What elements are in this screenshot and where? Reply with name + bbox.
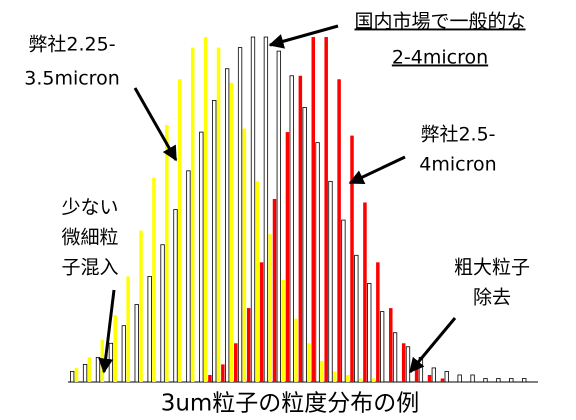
bar (229, 82, 234, 383)
bar (298, 75, 303, 382)
bar (333, 371, 337, 382)
bar (165, 125, 169, 382)
bar (367, 283, 372, 383)
annotation: 弊社2.25- (28, 34, 115, 56)
bar (224, 68, 230, 383)
bar (190, 47, 195, 382)
bar (281, 279, 285, 382)
bar (152, 177, 156, 382)
bar (173, 209, 178, 383)
bar (242, 128, 247, 382)
bar (320, 360, 324, 382)
bar (178, 79, 182, 382)
bar (414, 364, 419, 382)
annotation: 3.5micron (24, 68, 120, 90)
bar (250, 36, 256, 383)
bar (74, 367, 79, 382)
bar (358, 378, 363, 382)
bar (121, 325, 126, 383)
annotation: 2-4micron (392, 47, 488, 69)
bar (246, 308, 251, 382)
bar (268, 234, 272, 382)
annotation-arrow (348, 155, 406, 185)
bar (87, 357, 92, 382)
bar (100, 339, 105, 382)
bar (337, 79, 341, 382)
annotation: 粗大粒子 (454, 257, 530, 279)
bar (276, 50, 281, 383)
bar (302, 107, 307, 383)
annotation: 除去 (473, 287, 511, 309)
bar (199, 131, 204, 383)
bar (208, 374, 212, 382)
bar (371, 378, 376, 382)
bar (113, 315, 117, 382)
bar (324, 37, 328, 382)
bar (294, 318, 298, 382)
bar (470, 374, 475, 383)
bar (427, 374, 432, 382)
annotation-arrow (408, 317, 457, 374)
bar (405, 346, 411, 383)
annotation-arrow (268, 24, 339, 49)
bar (237, 47, 243, 383)
annotation: 弊社2.5- (420, 124, 495, 146)
bar (203, 37, 208, 382)
bar (444, 371, 449, 383)
bar (108, 342, 114, 383)
annotation-arrow (133, 87, 178, 162)
bar (431, 367, 436, 383)
bar (522, 378, 527, 383)
bar (139, 230, 143, 382)
chart-title: 3um粒子の粒度分布の例 (161, 391, 420, 417)
bar (216, 47, 221, 382)
bar (95, 356, 101, 383)
bar (126, 276, 130, 382)
bar (82, 363, 88, 383)
bar (221, 364, 225, 382)
bar (272, 198, 277, 382)
bar (147, 275, 152, 383)
bar (234, 343, 238, 382)
bar (341, 219, 346, 383)
bar (311, 37, 316, 382)
bar (363, 202, 367, 382)
bar (496, 378, 501, 383)
bar (307, 343, 311, 382)
bar (483, 378, 488, 383)
bar (70, 371, 75, 383)
bar (285, 132, 290, 382)
annotation: 少ない (61, 197, 118, 219)
bar (379, 311, 385, 383)
annotation: 国内市場で一般的な (354, 11, 525, 33)
bar (289, 75, 294, 383)
bar (401, 343, 406, 382)
bar (160, 244, 165, 383)
bar (354, 254, 359, 383)
annotation: 子混入 (61, 257, 118, 279)
bar (457, 374, 462, 383)
bar (212, 100, 217, 383)
bar (134, 304, 139, 383)
bar (350, 135, 354, 382)
bar (509, 378, 514, 383)
bar (315, 142, 320, 383)
annotation-arrow (98, 289, 116, 374)
bar (392, 332, 398, 383)
annotation: 微細粒 (61, 227, 118, 249)
bar (263, 36, 269, 383)
bar (255, 181, 260, 382)
bar (186, 170, 191, 383)
bar (345, 374, 350, 382)
bar (259, 262, 264, 382)
annotation: 4micron (419, 154, 496, 176)
bar (440, 378, 445, 382)
bar (328, 180, 333, 383)
bar (376, 262, 380, 382)
bar (389, 308, 393, 382)
